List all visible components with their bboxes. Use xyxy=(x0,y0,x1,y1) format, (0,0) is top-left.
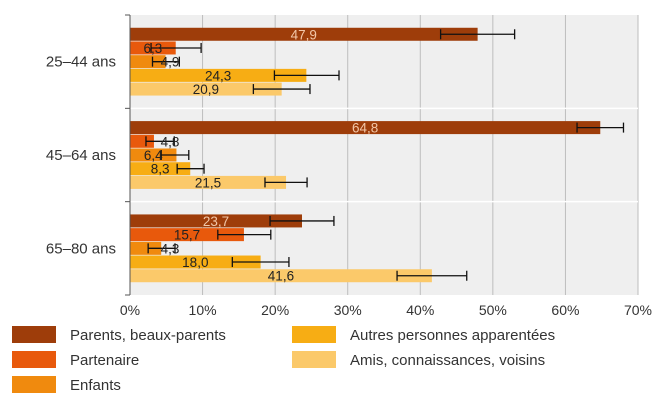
bar xyxy=(130,255,261,269)
grid xyxy=(130,15,639,295)
bar xyxy=(130,214,302,228)
data-label: 18,0 xyxy=(182,255,208,270)
data-label: 24,3 xyxy=(205,68,231,83)
bar xyxy=(130,241,162,255)
bar xyxy=(130,175,287,189)
legend-swatch xyxy=(292,326,336,343)
data-label: 47,9 xyxy=(291,27,317,42)
bars xyxy=(130,27,601,283)
data-label: 23,7 xyxy=(203,214,229,229)
x-tick-label: 40% xyxy=(406,302,434,318)
x-tick-label: 30% xyxy=(334,302,362,318)
x-tick-label: 0% xyxy=(120,302,140,318)
data-label: 8,3 xyxy=(151,162,170,177)
legend-swatch xyxy=(292,351,336,368)
data-label: 6,3 xyxy=(143,41,162,56)
plot-area xyxy=(130,15,638,295)
bar xyxy=(130,27,478,41)
legend: Parents, beaux-parents Partenaire Enfants A… xyxy=(12,326,555,394)
category-label: 25–44 ans xyxy=(46,54,116,71)
data-label: 21,5 xyxy=(195,175,221,190)
bar xyxy=(130,68,307,82)
legend-label: Partenaire xyxy=(70,352,139,369)
x-tick-label: 10% xyxy=(189,302,217,318)
y-axis: 25–44 ans 45–64 ans 65–80 ans xyxy=(46,14,131,296)
legend-swatch xyxy=(12,326,56,343)
category-label: 65–80 ans xyxy=(46,240,116,257)
data-label: 41,6 xyxy=(268,269,294,284)
bar xyxy=(130,55,166,69)
data-label: 15,7 xyxy=(174,228,200,243)
data-label: 4,8 xyxy=(161,134,180,149)
data-labels: 47,96,34,924,320,964,84,86,48,321,523,71… xyxy=(143,27,378,283)
x-tick-label: 20% xyxy=(261,302,289,318)
legend-label: Autres personnes apparentées xyxy=(350,327,555,344)
bar xyxy=(130,162,191,176)
data-label: 64,8 xyxy=(352,121,378,136)
error-bars xyxy=(145,29,625,281)
x-tick-label: 70% xyxy=(624,302,652,318)
bar xyxy=(130,269,432,283)
bar xyxy=(130,82,282,96)
data-label: 6,4 xyxy=(144,148,163,163)
data-label: 20,9 xyxy=(193,82,219,97)
legend-swatch xyxy=(12,351,56,368)
bar xyxy=(130,228,244,242)
x-tick-label: 50% xyxy=(479,302,507,318)
bar xyxy=(130,121,601,135)
legend-label: Enfants xyxy=(70,377,121,394)
legend-label: Parents, beaux-parents xyxy=(70,327,226,344)
x-tick-label: 60% xyxy=(551,302,579,318)
data-label: 4,9 xyxy=(161,55,180,70)
bar xyxy=(130,148,177,162)
data-label: 4,3 xyxy=(161,241,180,256)
legend-swatch xyxy=(12,376,56,393)
x-axis: 0% 10% 20% 30% 40% 50% 60% 70% xyxy=(120,302,652,318)
legend-label: Amis, connaissances, voisins xyxy=(350,352,545,369)
bar xyxy=(130,134,154,148)
category-label: 45–64 ans xyxy=(46,147,116,164)
